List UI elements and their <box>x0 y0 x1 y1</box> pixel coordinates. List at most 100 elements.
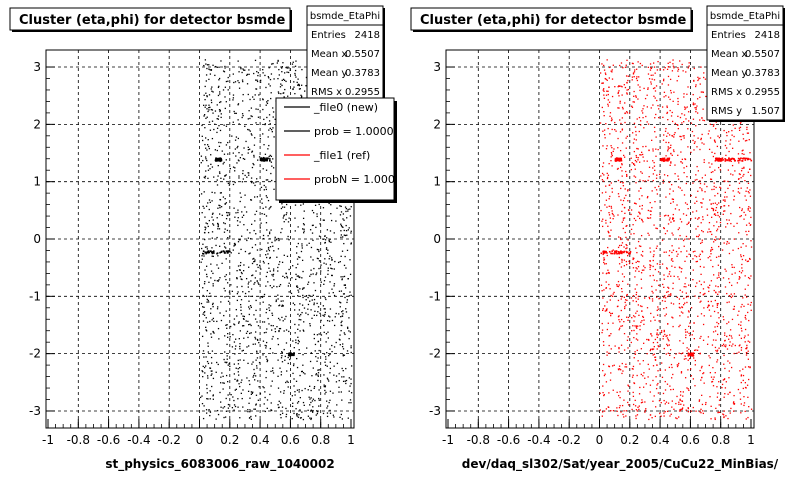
data-point <box>650 74 652 76</box>
data-point <box>232 249 234 251</box>
data-point <box>671 70 674 72</box>
data-point <box>295 76 297 78</box>
data-point <box>747 350 749 352</box>
data-point <box>635 95 637 97</box>
data-point <box>717 312 719 314</box>
data-point <box>636 251 638 254</box>
data-point <box>626 299 628 302</box>
data-point <box>635 300 637 303</box>
data-point <box>285 415 287 418</box>
data-point <box>723 345 725 347</box>
data-point <box>737 178 740 180</box>
data-point <box>250 306 252 308</box>
data-point <box>265 256 268 259</box>
data-point <box>338 313 340 315</box>
data-point <box>632 72 635 74</box>
data-point <box>326 365 328 367</box>
data-point <box>729 139 732 141</box>
data-point-cluster <box>229 250 231 253</box>
data-point <box>212 398 214 400</box>
data-point-cluster <box>292 352 295 355</box>
data-point <box>682 135 684 137</box>
data-point-cluster <box>604 250 606 253</box>
data-point <box>247 146 249 148</box>
data-point <box>666 68 669 70</box>
data-point <box>343 264 346 267</box>
data-point <box>312 259 314 261</box>
data-point <box>662 80 665 82</box>
data-point <box>639 213 641 215</box>
data-point <box>667 402 670 404</box>
data-point <box>219 312 221 314</box>
data-point <box>237 241 240 243</box>
data-point <box>330 267 332 269</box>
data-point <box>722 277 725 279</box>
data-point <box>256 367 258 369</box>
data-point <box>667 150 669 152</box>
data-point <box>255 210 258 212</box>
data-point <box>283 348 285 351</box>
data-point <box>646 94 648 96</box>
data-point <box>279 402 282 404</box>
data-point <box>314 204 317 206</box>
data-point <box>207 144 209 146</box>
data-point <box>670 294 672 296</box>
data-point <box>642 180 644 182</box>
data-point <box>286 67 288 69</box>
data-point-cluster <box>742 157 745 160</box>
data-point <box>704 174 707 176</box>
data-point <box>342 218 344 220</box>
data-point <box>620 244 623 246</box>
data-point <box>637 304 640 306</box>
data-point <box>610 117 613 119</box>
data-point <box>292 302 294 304</box>
data-point <box>604 305 606 307</box>
data-point <box>299 374 301 377</box>
data-point <box>277 338 279 340</box>
data-point <box>234 216 236 218</box>
data-point <box>223 153 226 155</box>
data-point <box>268 208 270 210</box>
data-point <box>295 267 297 269</box>
data-point <box>749 189 751 191</box>
data-point <box>247 410 249 413</box>
data-point <box>611 210 613 212</box>
data-point <box>294 72 296 75</box>
data-point-cluster <box>266 158 268 161</box>
data-point <box>605 94 608 96</box>
data-point <box>602 308 604 310</box>
data-point <box>228 291 231 293</box>
data-point <box>280 371 283 373</box>
data-point <box>693 349 696 352</box>
data-point <box>609 217 612 219</box>
data-point <box>237 209 239 211</box>
data-point <box>265 222 268 224</box>
data-point <box>256 357 259 359</box>
data-point-cluster <box>620 159 622 161</box>
data-point <box>679 187 681 189</box>
data-point <box>350 392 353 394</box>
data-point-cluster <box>660 159 663 162</box>
data-point <box>326 400 328 402</box>
data-point <box>659 369 662 371</box>
data-point <box>627 75 630 77</box>
data-point <box>668 254 670 257</box>
data-point <box>205 329 207 331</box>
data-point <box>716 203 718 206</box>
data-point <box>257 116 260 118</box>
data-point <box>603 289 605 291</box>
data-point <box>668 287 670 289</box>
data-point <box>601 192 604 194</box>
data-point <box>213 332 215 334</box>
data-point <box>635 130 637 133</box>
data-point <box>212 272 214 275</box>
data-point <box>733 401 735 403</box>
data-point <box>724 191 726 194</box>
data-point <box>347 229 349 231</box>
data-point <box>345 379 348 382</box>
data-point <box>634 353 636 355</box>
data-point <box>202 350 205 352</box>
data-point <box>698 280 701 282</box>
data-point <box>694 103 696 105</box>
data-point-cluster <box>290 352 293 355</box>
